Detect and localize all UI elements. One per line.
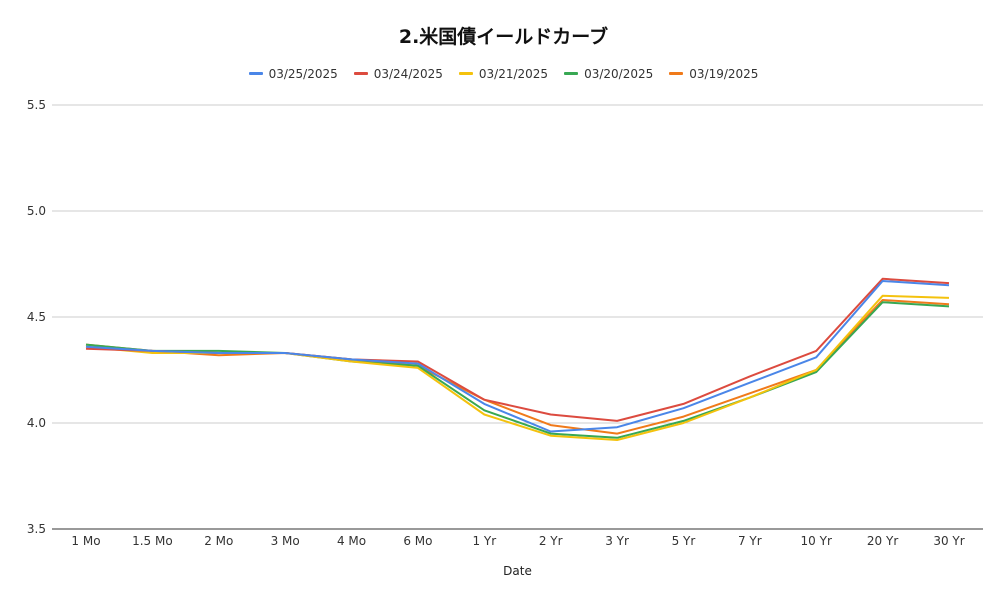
x-tick-label: 20 Yr (867, 534, 898, 548)
y-tick-label: 3.5 (27, 522, 46, 536)
y-tick-label: 5.5 (27, 98, 46, 112)
legend-swatch (458, 72, 473, 75)
y-tick-label: 4.0 (27, 416, 46, 430)
legend-swatch (353, 72, 368, 75)
legend-item: 03/19/2025 (669, 67, 758, 81)
x-tick-label: 2 Mo (204, 534, 233, 548)
x-tick-label: 1.5 Mo (132, 534, 173, 548)
legend-label: 03/24/2025 (373, 66, 443, 81)
y-tick-label: 4.5 (27, 310, 46, 324)
legend-label: 03/19/2025 (689, 66, 759, 81)
legend-item: 03/25/2025 (248, 66, 338, 81)
legend-swatch (669, 72, 684, 75)
legend-swatch (564, 72, 579, 75)
legend-item: 03/21/2025 (458, 66, 549, 81)
x-tick-label: 5 Yr (672, 534, 696, 548)
x-tick-label: 6 Mo (403, 534, 432, 548)
y-tick-label: 5.0 (27, 204, 46, 218)
legend-item: 03/20/2025 (564, 67, 653, 81)
legend: 03/25/2025 03/24/2025 03/21/2025 03/20/2025… (0, 64, 1007, 81)
series-line (85, 280, 950, 433)
legend-label: 03/20/2025 (584, 66, 654, 81)
series-lines (85, 277, 950, 441)
series-line (85, 277, 950, 422)
x-tick-label: 2 Yr (539, 534, 563, 548)
x-axis-title: Date (503, 564, 532, 578)
legend-item: 03/24/2025 (353, 66, 443, 81)
chart-title: 2.米国債イールドカーブ (398, 26, 609, 48)
x-tick-label: 1 Yr (472, 534, 496, 548)
x-tick-label: 10 Yr (801, 534, 832, 548)
x-tick-label: 1 Mo (71, 534, 100, 548)
legend-swatch (248, 72, 263, 75)
x-tick-label: 3 Mo (271, 534, 300, 548)
y-axis-tick-labels: 3.5 4.0 4.5 5.0 5.5 (27, 98, 46, 536)
legend-label: 03/21/2025 (478, 66, 549, 81)
x-tick-label: 3 Yr (605, 534, 629, 548)
series-line (85, 301, 950, 439)
legend-label: 03/25/2025 (268, 66, 338, 81)
gridlines (52, 104, 983, 530)
x-axis-tick-labels: 1 Mo 1.5 Mo 2 Mo 3 Mo 4 Mo 6 Mo 1 Yr 2 Yr 3 Yr 5 … (71, 534, 964, 548)
x-tick-label: 7 Yr (738, 534, 762, 548)
x-tick-label: 4 Mo (337, 534, 366, 548)
x-tick-label: 30 Yr (933, 534, 964, 548)
